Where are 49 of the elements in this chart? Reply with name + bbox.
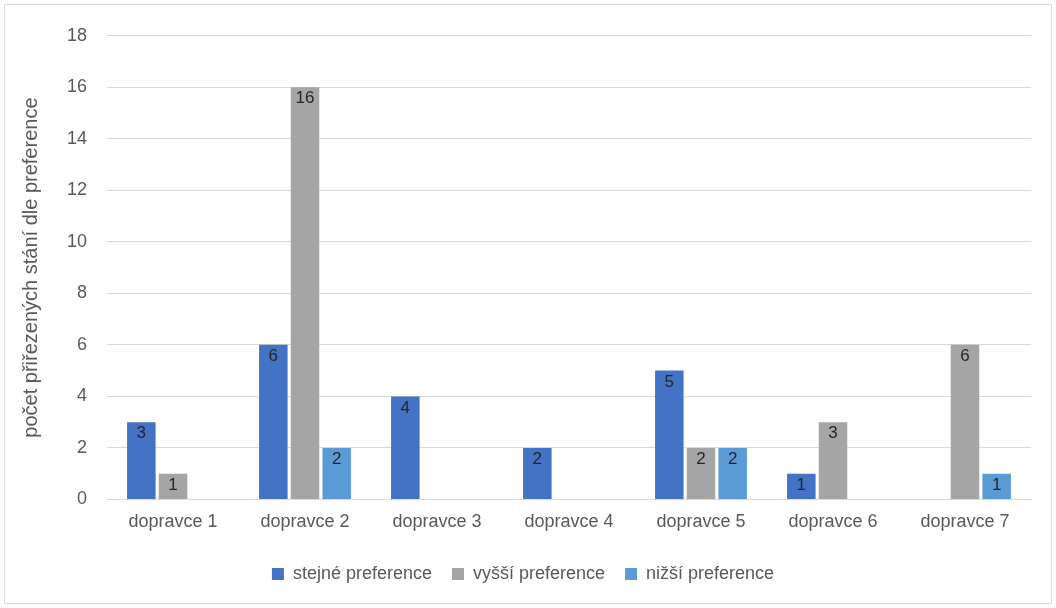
legend-label: stejné preference: [292, 562, 432, 583]
y-tick-label: 14: [66, 127, 88, 148]
data-label: 2: [331, 449, 342, 469]
data-label: 1: [168, 474, 178, 494]
x-tick-label: dopravce 5: [656, 511, 746, 532]
y-tick-label: 12: [66, 179, 88, 200]
bar: [322, 447, 351, 499]
data-label: 5: [664, 371, 675, 391]
y-tick-label: 18: [66, 24, 88, 45]
y-tick-label: 16: [66, 76, 88, 97]
x-tick-label: dopravce 2: [260, 511, 350, 532]
data-label: 16: [295, 88, 315, 108]
bar: [818, 422, 848, 499]
x-tick-label: dopravce 3: [392, 511, 482, 532]
data-label: 2: [532, 449, 543, 469]
bar: [787, 473, 816, 499]
data-label: 2: [696, 449, 706, 469]
x-tick-label: dopravce 4: [524, 511, 614, 532]
bar: [523, 447, 552, 499]
data-label: 1: [991, 474, 1002, 494]
x-tick-label: dopravce 6: [788, 511, 878, 532]
bar: [950, 344, 980, 499]
y-tick-label: 8: [77, 282, 88, 303]
y-tick-label: 4: [77, 385, 88, 406]
legend-label: nižší preference: [646, 562, 775, 583]
data-label: 3: [136, 423, 147, 443]
bar: [686, 447, 716, 499]
y-tick-label: 6: [77, 333, 88, 354]
data-label: 1: [796, 474, 807, 494]
bar: [127, 422, 156, 499]
y-tick-label: 0: [77, 488, 88, 509]
data-label: 2: [727, 449, 738, 469]
bar: [290, 87, 320, 499]
bar: [655, 370, 684, 499]
x-tick-label: dopravce 7: [920, 511, 1010, 532]
legend-label: vyšší preference: [472, 562, 606, 583]
data-label: 6: [268, 346, 279, 366]
data-label: 6: [960, 346, 970, 366]
bar: [259, 344, 288, 499]
y-tick-label: 2: [77, 436, 88, 457]
bar: [391, 396, 420, 499]
bar: [718, 447, 747, 499]
bar: [158, 473, 188, 499]
y-axis-title: počet přiřezených stání dle preference: [18, 97, 41, 438]
data-label: 3: [828, 423, 838, 443]
data-label: 4: [400, 397, 411, 417]
x-tick-label: dopravce 1: [128, 511, 218, 532]
bar: [982, 473, 1011, 499]
y-tick-label: 10: [66, 230, 88, 251]
